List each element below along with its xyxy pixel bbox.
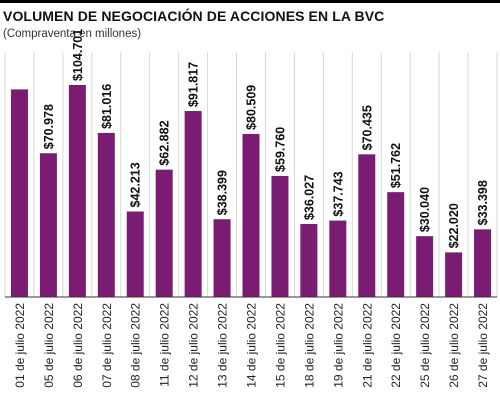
chart-title: VOLUMEN DE NEGOCIACIÓN DE ACCIONES EN LA… — [3, 8, 385, 24]
category-label: 26 de julio 2022 — [447, 303, 461, 388]
data-label: $30.040 — [418, 187, 432, 232]
bar — [416, 236, 434, 297]
data-label: $81.016 — [100, 84, 114, 129]
data-label: $37.743 — [331, 171, 345, 216]
bar — [97, 132, 115, 297]
bar — [445, 252, 463, 297]
bar — [242, 133, 260, 297]
bar — [126, 211, 144, 297]
category-label: 19 de julio 2022 — [331, 303, 345, 388]
bar — [329, 220, 347, 297]
data-label: $70.978 — [42, 104, 56, 149]
data-label: $91.817 — [187, 62, 201, 107]
category-label: 25 de julio 2022 — [418, 303, 432, 388]
data-label: $62.882 — [158, 120, 172, 165]
data-label: $36.027 — [302, 175, 316, 220]
category-label: 08 de julio 2022 — [129, 303, 143, 388]
bar — [358, 154, 376, 297]
bar — [474, 229, 492, 297]
category-label: 05 de julio 2022 — [42, 303, 56, 388]
bar — [271, 175, 289, 297]
bar — [300, 224, 318, 297]
category-label: 21 de julio 2022 — [360, 303, 374, 388]
data-label: $59.760 — [273, 127, 287, 172]
bar — [155, 169, 173, 297]
bar — [213, 219, 231, 297]
data-label: $22.020 — [447, 203, 461, 248]
category-label: 13 de julio 2022 — [216, 303, 230, 388]
category-label: 06 de julio 2022 — [71, 303, 85, 388]
category-label: 07 de julio 2022 — [100, 303, 114, 388]
category-label: 18 de julio 2022 — [302, 303, 316, 388]
category-label: 14 de julio 2022 — [245, 303, 259, 388]
category-label: 11 de julio 2022 — [158, 303, 172, 387]
data-label: $33.398 — [476, 180, 490, 225]
chart-subtitle: (Compraventa en millones) — [3, 28, 142, 40]
data-label: $104.701 — [71, 29, 85, 81]
category-label: 27 de julio 2022 — [476, 303, 490, 388]
bar — [184, 111, 202, 297]
data-label: $70.435 — [360, 105, 374, 150]
category-label: 15 de julio 2022 — [273, 303, 287, 388]
category-label: 12 de julio 2022 — [187, 303, 201, 388]
data-label: $80.509 — [245, 85, 259, 130]
data-label: $38.399 — [216, 170, 230, 215]
bar — [68, 84, 86, 297]
category-label: 22 de julio 2022 — [389, 303, 403, 388]
bar — [387, 192, 405, 297]
top-rule — [0, 0, 500, 3]
bar — [39, 153, 57, 297]
category-label: 01 de julio 2022 — [13, 303, 27, 388]
data-label: $42.213 — [129, 162, 143, 207]
bar — [10, 89, 28, 297]
data-label: $51.762 — [389, 143, 403, 188]
